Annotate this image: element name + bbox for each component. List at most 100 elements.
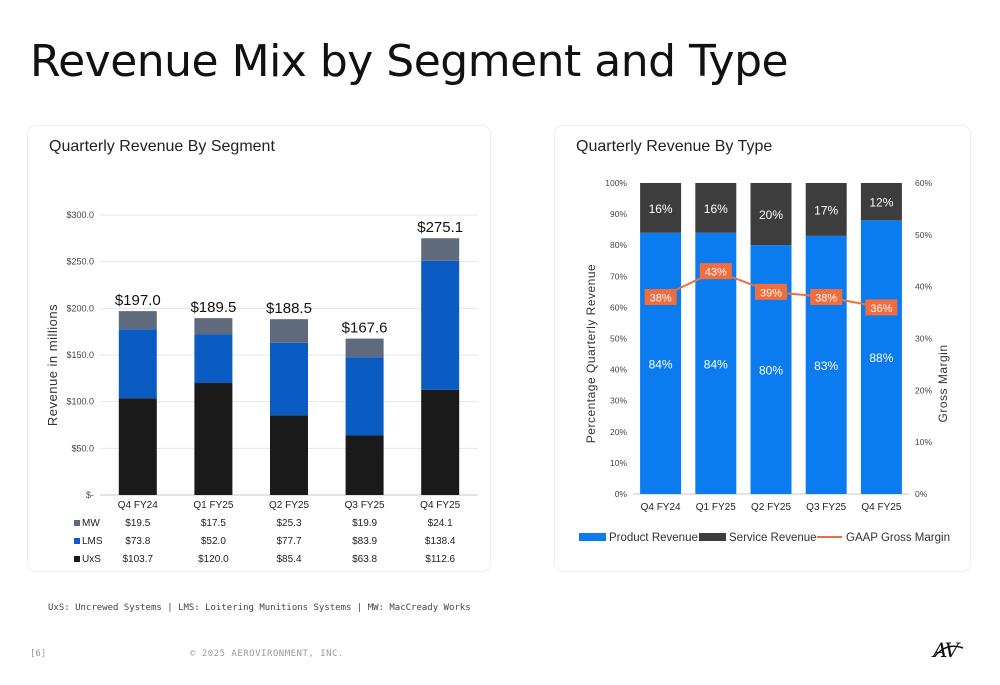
table-value: $24.1 <box>428 518 453 529</box>
segment-chart-title: Quarterly Revenue By Segment <box>49 138 275 155</box>
y-tick-label: 20% <box>610 427 627 437</box>
legend-swatch <box>74 538 80 544</box>
y2-tick-label: 60% <box>915 178 932 188</box>
bar-mw <box>345 338 384 358</box>
y-tick-label: 50% <box>610 334 627 344</box>
bar-lms <box>421 260 460 390</box>
footnote: UxS: Uncrewed Systems | LMS: Loitering M… <box>48 603 471 613</box>
service-value-label: 16% <box>649 202 673 216</box>
y-tick-label: 0% <box>615 489 628 499</box>
table-value: $19.5 <box>125 518 150 529</box>
bar-mw <box>270 319 308 343</box>
gross-margin-label: 36% <box>870 303 892 315</box>
y-axis-title: Revenue in millions <box>45 304 60 426</box>
x-tick-label: Q4 FY25 <box>420 500 460 511</box>
page-number: [6] <box>30 649 47 659</box>
table-value: $85.4 <box>276 554 301 565</box>
y-tick-label: $300.0 <box>66 210 94 220</box>
total-label: $275.1 <box>417 219 463 236</box>
x-tick-label: Q4 FY24 <box>641 502 681 513</box>
x-tick-label: Q3 FY25 <box>345 500 385 511</box>
legend-label-service: Service Revenue <box>729 532 817 544</box>
total-label: $167.6 <box>342 320 388 337</box>
bar-mw <box>194 318 233 335</box>
y-tick-label: $250.0 <box>66 257 94 267</box>
y2-tick-label: 40% <box>915 282 932 292</box>
y2-tick-label: 0% <box>915 489 928 499</box>
page-title: Revenue Mix by Segment and Type <box>30 36 789 87</box>
legend-label-product: Product Revenue <box>609 532 698 544</box>
type-chart-title: Quarterly Revenue By Type <box>576 138 773 155</box>
bar-product-revenue <box>805 235 847 494</box>
bar-service-revenue <box>860 183 902 221</box>
y-tick-label: $50.0 <box>71 443 94 453</box>
y2-tick-label: 50% <box>915 230 932 240</box>
table-value: $138.4 <box>425 536 456 547</box>
y2-tick-label: 30% <box>915 334 932 344</box>
product-value-label: 84% <box>704 357 728 371</box>
type-chart-card: Quarterly Revenue By Type 0% 10% 20% 30% 40%… <box>555 126 970 571</box>
product-value-label: 83% <box>814 359 838 373</box>
type-chart: 0% 10% 20% 30% 40% 50% 60% 70% 80% 90% 100% 0% 10% 20… <box>579 178 950 544</box>
x-tick-label: Q2 FY25 <box>751 502 791 513</box>
copyright: © 2025 AEROVIRONMENT, INC. <box>190 649 344 659</box>
service-value-label: 12% <box>869 196 893 210</box>
table-value: $63.8 <box>352 554 377 565</box>
x-tick-label: Q4 FY24 <box>118 500 158 511</box>
product-value-label: 80% <box>759 364 783 378</box>
y-tick-label: 90% <box>610 209 627 219</box>
bar-service-revenue <box>805 183 847 236</box>
legend-swatch <box>74 520 80 526</box>
bar-product-revenue <box>860 220 902 494</box>
bar-mw <box>421 238 460 261</box>
y2-tick-label: 10% <box>915 437 932 447</box>
segment-chart-card: Quarterly Revenue By Segment $- $50.0 $100… <box>28 126 490 571</box>
bar-uxs <box>345 435 384 495</box>
bar-uxs <box>421 389 460 495</box>
x-tick-label: Q1 FY25 <box>193 500 233 511</box>
table-value: $83.9 <box>352 536 377 547</box>
table-value: $103.7 <box>123 554 154 565</box>
y-tick-label: $150.0 <box>66 350 94 360</box>
table-value: $52.0 <box>201 536 226 547</box>
x-tick-label: Q2 FY25 <box>269 500 309 511</box>
legend-label: LMS <box>82 536 103 547</box>
gross-margin-marker <box>755 283 787 300</box>
legend-label: MW <box>82 518 100 529</box>
legend-label-margin: GAAP Gross Margin <box>846 532 950 544</box>
logo-text: AV <box>933 638 959 662</box>
y-tick-label: $200.0 <box>66 303 94 313</box>
x-tick-label: Q4 FY25 <box>861 502 901 513</box>
service-value-label: 17% <box>814 203 838 217</box>
y2-axis-title: Gross Margin <box>936 344 950 422</box>
y-axis-title: Percentage Quarterly Revenue <box>584 264 598 443</box>
y-tick-label: 10% <box>610 458 627 468</box>
legend-swatch-service <box>699 533 726 541</box>
bar-lms <box>345 357 384 436</box>
y-tick-label: 30% <box>610 396 627 406</box>
service-value-label: 20% <box>759 208 783 222</box>
table-value: $112.6 <box>425 554 455 565</box>
table-value: $77.7 <box>276 536 301 547</box>
legend-swatch <box>74 556 80 562</box>
bar-uxs <box>118 398 157 495</box>
gross-margin-label: 43% <box>705 267 727 279</box>
y-tick-label: 100% <box>605 178 627 188</box>
legend-swatch-product <box>579 533 606 541</box>
x-tick-label: Q1 FY25 <box>696 502 736 513</box>
service-value-label: 16% <box>704 202 728 216</box>
gross-margin-marker <box>865 299 898 316</box>
legend-label: UxS <box>82 554 101 565</box>
y-tick-label: $100.0 <box>66 397 94 407</box>
table-value: $19.9 <box>352 518 377 529</box>
y-tick-label: 70% <box>610 271 627 281</box>
product-value-label: 84% <box>649 357 673 371</box>
bar-product-revenue <box>640 232 682 494</box>
bar-lms <box>118 329 157 399</box>
bar-lms <box>194 334 233 383</box>
bar-mw <box>118 311 157 330</box>
product-value-label: 88% <box>869 351 893 365</box>
bar-uxs <box>270 415 308 495</box>
y2-tick-label: 20% <box>915 385 932 395</box>
gross-margin-marker <box>810 289 843 306</box>
